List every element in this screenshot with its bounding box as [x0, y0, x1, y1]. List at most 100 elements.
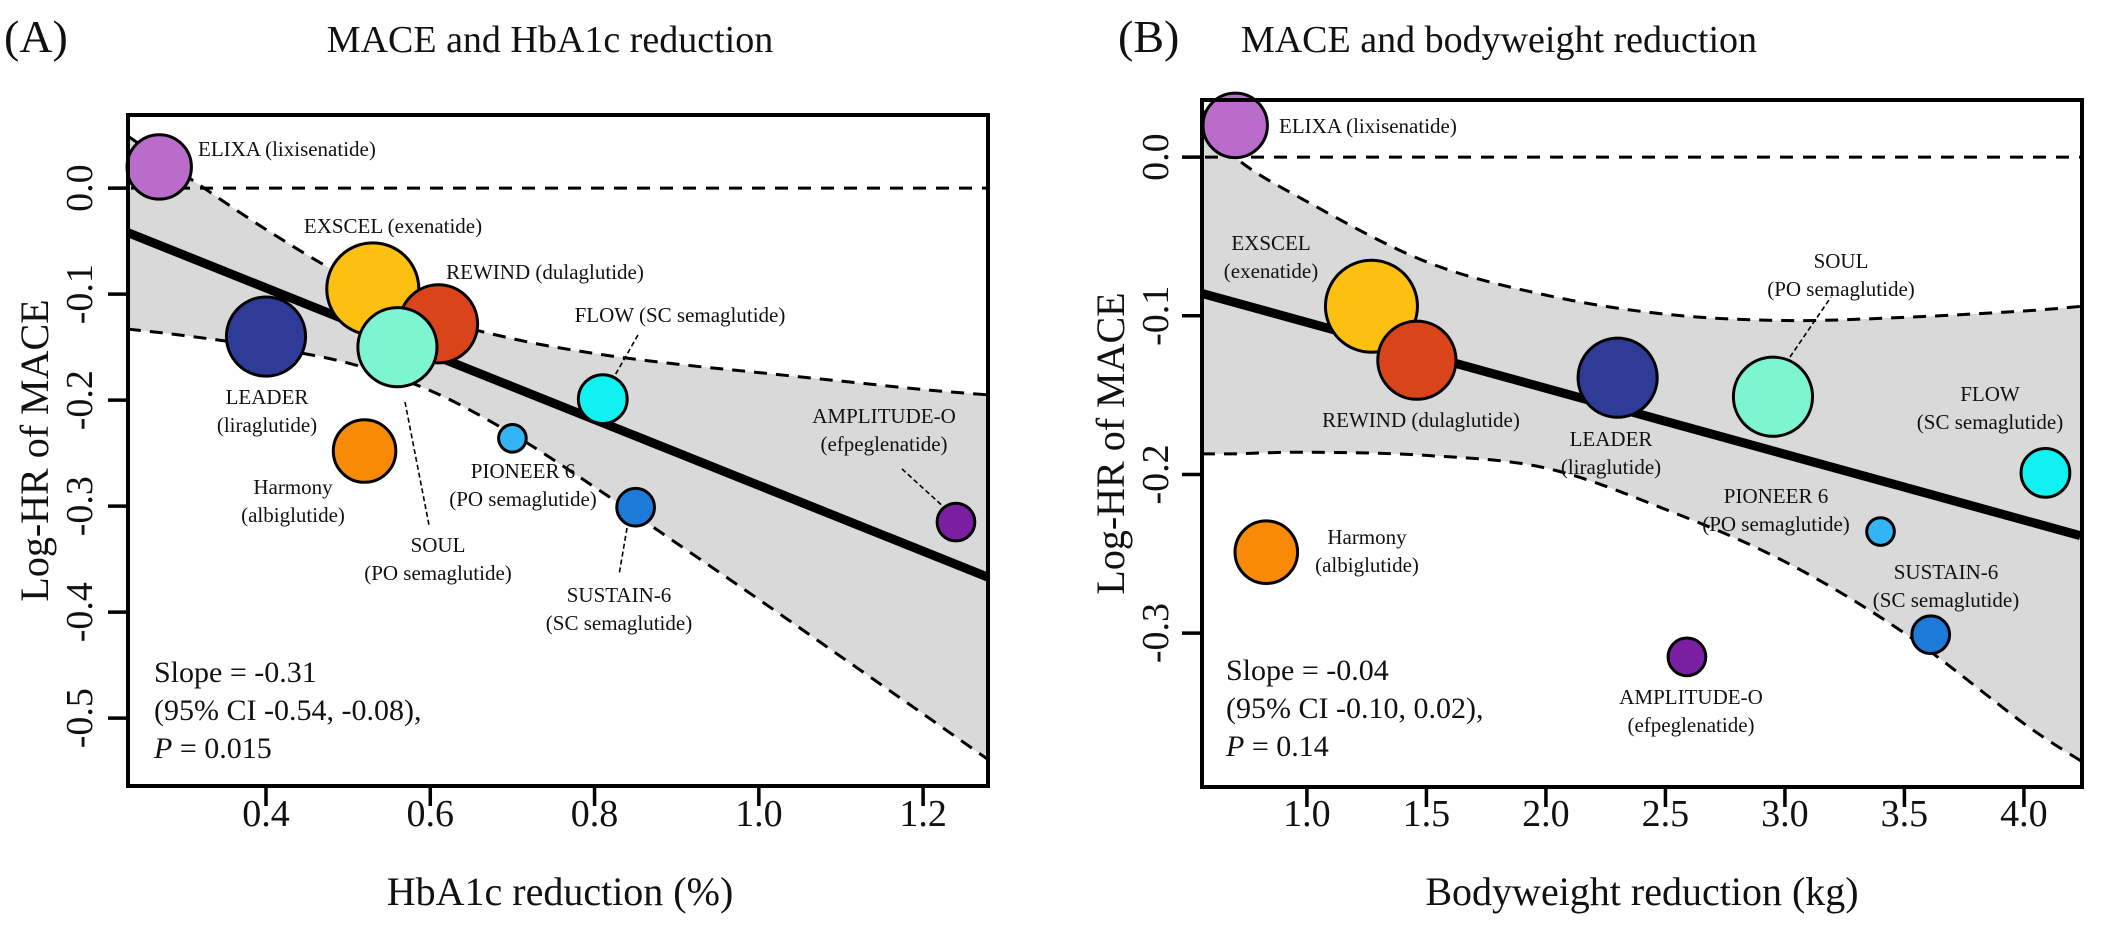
x-axis-label: HbA1c reduction (%) — [387, 869, 734, 914]
data-point — [1666, 636, 1708, 678]
data-point — [331, 418, 398, 484]
point-label: SUSTAIN-6 — [567, 583, 672, 607]
y-tick-label: -0.3 — [1135, 603, 1177, 663]
y-tick-label: -0.1 — [1135, 286, 1177, 346]
x-tick-label: 0.8 — [571, 793, 619, 835]
point-label: (exenatide) — [1224, 259, 1318, 283]
point-label: (liraglutide) — [1561, 455, 1661, 479]
x-tick-label: 1.0 — [1283, 793, 1331, 835]
point-label: SOUL — [411, 533, 466, 557]
x-tick-label: 4.0 — [2000, 793, 2048, 835]
point-label: PIONEER 6 — [1724, 484, 1828, 508]
x-tick-label: 2.5 — [1642, 793, 1690, 835]
point-label: LEADER — [226, 385, 309, 409]
x-axis-label: Bodyweight reduction (kg) — [1425, 869, 1858, 914]
ci-text: (95% CI -0.54, -0.08), — [154, 694, 421, 727]
point-label: (SC semaglutide) — [1873, 588, 2019, 612]
ci-text: (95% CI -0.10, 0.02), — [1226, 692, 1483, 725]
data-point — [1201, 91, 1269, 160]
plot-frame — [126, 113, 990, 788]
chart-title: MACE and bodyweight reduction — [1241, 19, 1757, 61]
data-point — [356, 306, 439, 389]
point-label: (PO semaglutide) — [449, 487, 597, 511]
panel-label: (B) — [1118, 11, 1179, 62]
y-tick-label: -0.4 — [59, 582, 101, 642]
leader-line — [1789, 296, 1832, 358]
data-point — [1233, 519, 1300, 585]
data-point — [125, 133, 193, 201]
point-label: REWIND (dulaglutide) — [446, 260, 644, 284]
leader-line — [404, 401, 430, 526]
y-tick-label: -0.5 — [59, 688, 101, 748]
p-symbol: P — [1225, 730, 1244, 763]
data-point — [224, 295, 308, 378]
leader-line — [613, 334, 639, 378]
point-label: SOUL — [1814, 249, 1869, 273]
point-label: AMPLITUDE-O — [1619, 685, 1762, 709]
point-label: (PO semaglutide) — [1767, 277, 1915, 301]
data-point — [497, 423, 528, 454]
point-label: FLOW — [1960, 382, 2020, 406]
data-point — [1865, 516, 1896, 547]
x-tick-label: 2.0 — [1522, 793, 1570, 835]
point-label: FLOW (SC semaglutide) — [575, 303, 786, 327]
point-label: Harmony — [253, 475, 333, 499]
ci-lower-line — [1202, 450, 2082, 763]
point-label: (SC semaglutide) — [546, 611, 692, 635]
point-label: REWIND (dulaglutide) — [1322, 408, 1520, 432]
x-tick-label: 1.0 — [735, 793, 783, 835]
point-label: (PO semaglutide) — [364, 561, 512, 585]
point-label: (efpeglenatide) — [1627, 713, 1754, 737]
ci-upper-line — [1202, 108, 2082, 323]
chart-title: MACE and HbA1c reduction — [327, 19, 773, 61]
y-tick-label: 0.0 — [59, 164, 101, 212]
slope-text: Slope = -0.04 — [1226, 654, 1389, 687]
point-label: (albiglutide) — [1315, 553, 1419, 577]
point-label: EXSCEL (exenatide) — [304, 214, 482, 238]
data-point — [1910, 614, 1952, 656]
p-value-text: P = 0.14 — [1225, 730, 1329, 763]
point-label: (liraglutide) — [217, 413, 317, 437]
p-value: = 0.14 — [1244, 730, 1328, 763]
point-label: SUSTAIN-6 — [1894, 560, 1999, 584]
point-label: ELIXA (lixisenatide) — [1279, 114, 1457, 138]
data-point — [1376, 319, 1458, 401]
x-tick-label: 3.0 — [1761, 793, 1809, 835]
ci-band — [1202, 109, 2082, 762]
point-label: (albiglutide) — [241, 503, 345, 527]
p-symbol: P — [153, 732, 172, 765]
panel-label: (A) — [4, 11, 68, 62]
p-value-text: P = 0.015 — [153, 732, 272, 765]
ci-upper-line — [128, 134, 988, 397]
y-tick-label: -0.2 — [1135, 444, 1177, 504]
point-label: EXSCEL — [1231, 231, 1310, 255]
data-point — [935, 501, 977, 543]
point-label: ELIXA (lixisenatide) — [198, 137, 376, 161]
data-point — [1731, 355, 1815, 438]
slope-text: Slope = -0.31 — [154, 656, 317, 689]
leader-line — [618, 527, 628, 576]
point-label: LEADER — [1570, 427, 1653, 451]
plot-frame — [1200, 98, 2084, 789]
point-label: (SC semaglutide) — [1917, 410, 2063, 434]
y-tick-label: 0.0 — [1135, 133, 1177, 181]
data-point — [576, 373, 629, 425]
point-label: PIONEER 6 — [471, 459, 575, 483]
point-label: AMPLITUDE-O — [812, 404, 955, 428]
point-label: (PO semaglutide) — [1702, 512, 1850, 536]
x-tick-label: 1.5 — [1403, 793, 1451, 835]
y-tick-label: -0.2 — [59, 370, 101, 430]
leader-line — [900, 467, 948, 511]
panel-b: (B) MACE and bodyweight reduction ELIXA (l… — [1088, 11, 2084, 914]
y-axis-label: Log-HR of MACE — [12, 299, 57, 601]
point-label: (efpeglenatide) — [820, 432, 947, 456]
x-tick-label: 3.5 — [1881, 793, 1929, 835]
data-point — [1576, 336, 1659, 419]
fit-line — [128, 228, 988, 582]
data-point — [615, 486, 656, 528]
p-value: = 0.015 — [172, 732, 271, 765]
point-label: Harmony — [1327, 525, 1407, 549]
x-tick-label: 1.2 — [899, 793, 947, 835]
data-point — [2019, 446, 2072, 499]
